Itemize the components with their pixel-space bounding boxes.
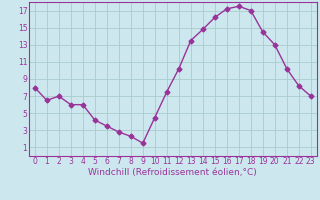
X-axis label: Windchill (Refroidissement éolien,°C): Windchill (Refroidissement éolien,°C) bbox=[88, 168, 257, 177]
